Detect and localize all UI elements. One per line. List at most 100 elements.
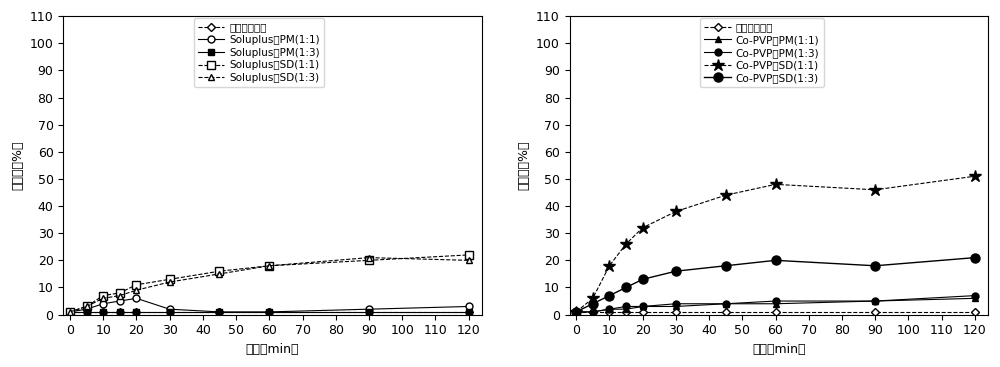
晶态呀哚美辛	[164, 310, 176, 314]
Co-PVP－PM(1:3)	[637, 304, 649, 309]
Soluplus－SD(1:3)	[363, 255, 375, 260]
Line: Soluplus－PM(1:1): Soluplus－PM(1:1)	[66, 295, 472, 315]
Co-PVP－PM(1:1)	[620, 307, 632, 311]
晶态呀哚美辛	[969, 310, 981, 314]
晶态呀哚美辛	[570, 310, 582, 314]
Co-PVP－SD(1:1)	[637, 226, 649, 230]
Co-PVP－PM(1:3)	[969, 293, 981, 298]
Co-PVP－SD(1:1)	[720, 193, 732, 197]
Co-PVP－SD(1:3)	[770, 258, 782, 262]
Co-PVP－SD(1:3)	[720, 264, 732, 268]
晶态呀哚美辛	[603, 310, 615, 314]
Co-PVP－PM(1:3)	[603, 307, 615, 311]
Co-PVP－PM(1:3)	[587, 310, 599, 314]
Line: 晶态呀哚美辛: 晶态呀哚美辛	[573, 309, 978, 315]
晶态呀哚美辛	[463, 310, 475, 314]
Co-PVP－PM(1:3)	[869, 299, 881, 303]
Soluplus－SD(1:3)	[164, 280, 176, 284]
晶态呀哚美辛	[81, 310, 93, 314]
Soluplus－SD(1:1)	[213, 269, 225, 273]
Soluplus－SD(1:3)	[130, 288, 142, 292]
Co-PVP－PM(1:1)	[637, 304, 649, 309]
Soluplus－SD(1:1)	[64, 310, 76, 314]
Soluplus－PM(1:3)	[263, 310, 275, 314]
晶态呀哚美辛	[869, 310, 881, 314]
Line: 晶态呀哚美辛: 晶态呀哚美辛	[67, 309, 472, 315]
X-axis label: 时间（min）: 时间（min）	[246, 343, 299, 356]
Co-PVP－PM(1:3)	[620, 304, 632, 309]
X-axis label: 时间（min）: 时间（min）	[752, 343, 806, 356]
Soluplus－SD(1:3)	[64, 310, 76, 314]
Soluplus－PM(1:3)	[463, 310, 475, 314]
Soluplus－SD(1:1)	[263, 264, 275, 268]
Co-PVP－PM(1:3)	[570, 310, 582, 314]
Soluplus－SD(1:1)	[164, 277, 176, 281]
Co-PVP－SD(1:3)	[587, 302, 599, 306]
Soluplus－SD(1:3)	[97, 296, 109, 301]
Co-PVP－SD(1:3)	[603, 293, 615, 298]
晶态呀哚美辛	[770, 310, 782, 314]
Soluplus－SD(1:1)	[363, 258, 375, 262]
Co-PVP－SD(1:1)	[570, 310, 582, 314]
Soluplus－SD(1:3)	[114, 293, 126, 298]
Soluplus－PM(1:1)	[213, 310, 225, 314]
Co-PVP－SD(1:3)	[670, 269, 682, 273]
Soluplus－PM(1:3)	[130, 310, 142, 314]
Soluplus－PM(1:1)	[81, 307, 93, 311]
Co-PVP－SD(1:1)	[969, 174, 981, 178]
Soluplus－SD(1:3)	[263, 264, 275, 268]
Co-PVP－PM(1:3)	[670, 302, 682, 306]
Co-PVP－PM(1:1)	[670, 304, 682, 309]
晶态呀哚美辛	[64, 310, 76, 314]
Co-PVP－SD(1:1)	[869, 188, 881, 192]
Co-PVP－PM(1:1)	[869, 299, 881, 303]
晶态呀哚美辛	[587, 310, 599, 314]
Soluplus－PM(1:1)	[263, 310, 275, 314]
Line: Soluplus－SD(1:1): Soluplus－SD(1:1)	[66, 251, 472, 316]
Co-PVP－PM(1:1)	[969, 296, 981, 301]
Soluplus－PM(1:3)	[114, 310, 126, 314]
晶态呀哚美辛	[263, 310, 275, 314]
Line: Co-PVP－PM(1:3): Co-PVP－PM(1:3)	[573, 292, 978, 315]
Soluplus－SD(1:3)	[213, 272, 225, 276]
晶态呀哚美辛	[114, 310, 126, 314]
Soluplus－PM(1:1)	[164, 307, 176, 311]
Soluplus－PM(1:1)	[64, 310, 76, 314]
Co-PVP－PM(1:1)	[720, 302, 732, 306]
Co-PVP－SD(1:1)	[620, 242, 632, 246]
Line: Co-PVP－SD(1:1): Co-PVP－SD(1:1)	[570, 170, 981, 318]
Line: Co-PVP－PM(1:1): Co-PVP－PM(1:1)	[573, 295, 978, 315]
Line: Co-PVP－SD(1:3): Co-PVP－SD(1:3)	[572, 253, 979, 316]
晶态呀哚美辛	[97, 310, 109, 314]
Co-PVP－SD(1:3)	[637, 277, 649, 281]
Legend: 晶态呀哚美辛, Soluplus－PM(1:1), Soluplus－PM(1:3), Soluplus－SD(1:1), Soluplus－SD(1:3): 晶态呀哚美辛, Soluplus－PM(1:1), Soluplus－PM(1:…	[194, 18, 324, 87]
晶态呀哚美辛	[720, 310, 732, 314]
Soluplus－SD(1:1)	[97, 293, 109, 298]
Line: Soluplus－SD(1:3): Soluplus－SD(1:3)	[66, 254, 472, 315]
Co-PVP－SD(1:3)	[969, 255, 981, 260]
Legend: 晶态呀哚美辛, Co-PVP－PM(1:1), Co-PVP－PM(1:3), Co-PVP－SD(1:1), Co-PVP－SD(1:3): 晶态呀哚美辛, Co-PVP－PM(1:1), Co-PVP－PM(1:3), …	[700, 18, 824, 87]
Co-PVP－SD(1:3)	[620, 285, 632, 290]
Soluplus－SD(1:1)	[81, 304, 93, 309]
Soluplus－SD(1:3)	[463, 258, 475, 262]
晶态呀哚美辛	[213, 310, 225, 314]
Co-PVP－PM(1:3)	[770, 299, 782, 303]
Soluplus－PM(1:3)	[81, 310, 93, 314]
晶态呀哚美辛	[620, 310, 632, 314]
Co-PVP－SD(1:1)	[603, 264, 615, 268]
Co-PVP－PM(1:1)	[770, 302, 782, 306]
Soluplus－PM(1:3)	[363, 310, 375, 314]
Co-PVP－PM(1:3)	[720, 302, 732, 306]
Line: Soluplus－PM(1:3): Soluplus－PM(1:3)	[66, 308, 472, 315]
Soluplus－PM(1:1)	[114, 299, 126, 303]
Soluplus－SD(1:3)	[81, 304, 93, 309]
Soluplus－PM(1:1)	[463, 304, 475, 309]
Co-PVP－PM(1:1)	[603, 307, 615, 311]
Co-PVP－SD(1:1)	[770, 182, 782, 186]
Soluplus－SD(1:1)	[130, 283, 142, 287]
Soluplus－PM(1:3)	[164, 310, 176, 314]
晶态呀哚美辛	[637, 310, 649, 314]
Soluplus－PM(1:3)	[213, 310, 225, 314]
Co-PVP－SD(1:3)	[570, 310, 582, 314]
Soluplus－PM(1:1)	[363, 307, 375, 311]
